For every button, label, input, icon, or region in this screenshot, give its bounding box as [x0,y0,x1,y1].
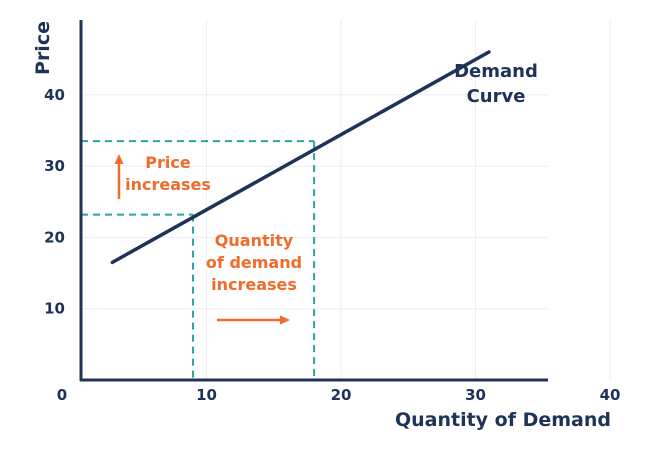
reference-guides [81,140,316,380]
price-increases-label-line1: Price [145,153,191,172]
x-tick-label-10: 10 [196,386,217,404]
y-axis-title: Price [32,21,54,75]
quantity-increases-label-line1: Quantity [215,231,294,250]
y-tick-label-30: 30 [44,157,65,175]
y-tick-label-40: 40 [44,86,65,104]
demand-curve-line [110,50,491,265]
x-tick-label-30: 30 [465,386,486,404]
quantity-increases-label-line3: increases [211,275,297,294]
quantity-increases-label-line2: of demand [206,253,302,272]
tick-labels: 0 10 20 30 40 10 20 30 40 [44,86,620,404]
x-tick-label-0: 0 [57,386,67,404]
x-tick-label-20: 20 [331,386,352,404]
y-tick-label-10: 10 [44,300,65,318]
series [110,50,491,265]
x-axis-title: Quantity of Demand [395,409,611,431]
y-tick-label-20: 20 [44,228,65,246]
x-tick-label-40: 40 [600,386,621,404]
demand-curve-label-line2: Curve [467,86,526,107]
price-increase-arrow-icon [114,154,124,199]
price-increases-label-line2: increases [125,175,211,194]
quantity-increase-arrow-icon [217,315,290,325]
demand-curve-label-line1: Demand [454,61,538,82]
